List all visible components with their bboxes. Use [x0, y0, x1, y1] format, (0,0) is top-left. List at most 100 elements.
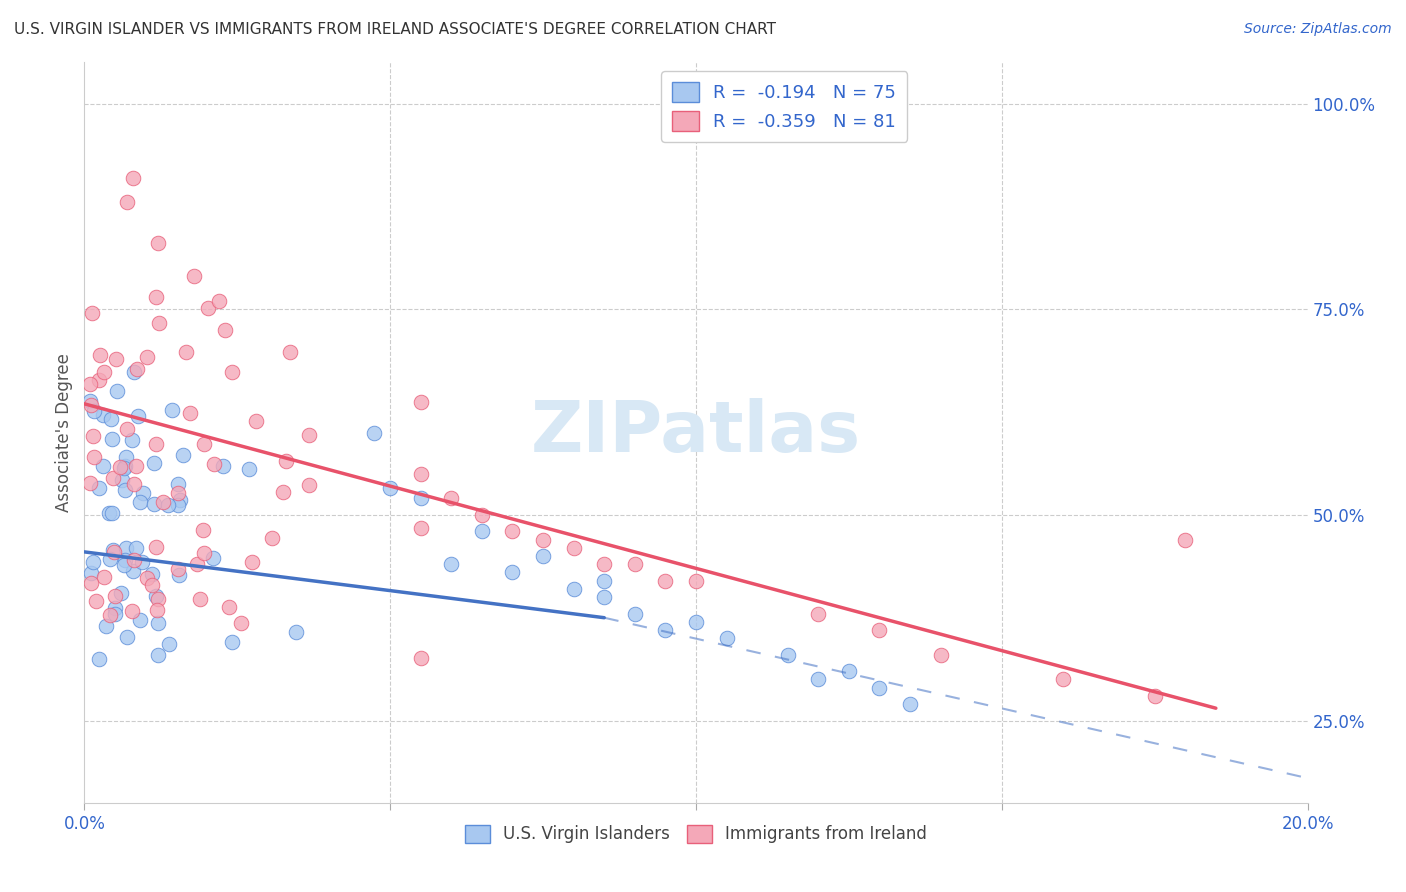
Point — [188, 591, 211, 606]
Point — [136, 571, 159, 585]
Point — [929, 648, 952, 662]
Point — [212, 459, 235, 474]
Point — [94, 618, 117, 632]
Point — [98, 507, 121, 521]
Point — [685, 615, 707, 629]
Point — [152, 494, 174, 508]
Point — [114, 483, 136, 497]
Point — [104, 352, 127, 367]
Point — [124, 365, 146, 379]
Point — [129, 613, 152, 627]
Point — [87, 481, 110, 495]
Point — [93, 408, 115, 422]
Point — [112, 558, 135, 573]
Point — [531, 533, 554, 547]
Point — [229, 615, 252, 630]
Point — [115, 631, 138, 645]
Point — [112, 461, 135, 475]
Point — [179, 406, 201, 420]
Point — [807, 607, 830, 621]
Point — [93, 569, 115, 583]
Point — [208, 293, 231, 308]
Point — [624, 607, 647, 621]
Point — [298, 428, 321, 442]
Point — [148, 615, 170, 630]
Point — [221, 634, 243, 648]
Point — [141, 577, 163, 591]
Point — [132, 486, 155, 500]
Point — [148, 591, 170, 606]
Point — [169, 492, 191, 507]
Point — [409, 467, 432, 481]
Point — [654, 623, 676, 637]
Y-axis label: Associate's Degree: Associate's Degree — [55, 353, 73, 512]
Point — [125, 362, 148, 376]
Point — [624, 558, 647, 572]
Point — [869, 681, 891, 695]
Point — [124, 541, 146, 556]
Point — [240, 555, 263, 569]
Point — [101, 432, 124, 446]
Point — [285, 625, 308, 640]
Point — [145, 541, 167, 555]
Point — [193, 546, 215, 560]
Point — [82, 429, 104, 443]
Point — [79, 476, 101, 491]
Point — [136, 350, 159, 364]
Point — [776, 648, 799, 662]
Point — [121, 604, 143, 618]
Point — [115, 541, 138, 555]
Point — [202, 457, 225, 471]
Point — [685, 574, 707, 588]
Point — [80, 399, 103, 413]
Point — [122, 477, 145, 491]
Point — [1052, 673, 1074, 687]
Point — [122, 170, 145, 185]
Point — [201, 550, 224, 565]
Point — [869, 623, 891, 637]
Point — [110, 586, 132, 600]
Point — [276, 454, 298, 468]
Point — [110, 473, 132, 487]
Point — [79, 394, 101, 409]
Point — [121, 564, 143, 578]
Point — [280, 345, 302, 359]
Point — [127, 409, 149, 423]
Point — [166, 477, 188, 491]
Point — [103, 545, 125, 559]
Point — [298, 477, 321, 491]
Point — [471, 508, 494, 522]
Point — [593, 590, 616, 604]
Point — [91, 458, 114, 473]
Point — [146, 236, 169, 251]
Point — [114, 450, 136, 464]
Point — [104, 600, 127, 615]
Point — [176, 344, 198, 359]
Point — [157, 498, 180, 512]
Point — [838, 664, 860, 678]
Point — [93, 365, 115, 379]
Point — [145, 290, 167, 304]
Point — [1143, 689, 1166, 703]
Point — [103, 471, 125, 485]
Point — [186, 557, 208, 571]
Point — [146, 603, 169, 617]
Point — [101, 506, 124, 520]
Point — [89, 348, 111, 362]
Point — [167, 486, 190, 500]
Point — [214, 323, 236, 337]
Point — [409, 521, 432, 535]
Point — [105, 384, 128, 399]
Point — [80, 576, 103, 591]
Point — [409, 491, 432, 506]
Point — [238, 462, 260, 476]
Point — [114, 458, 136, 473]
Point — [146, 648, 169, 662]
Point — [83, 403, 105, 417]
Point — [157, 637, 180, 651]
Point — [82, 555, 104, 569]
Point — [145, 590, 167, 604]
Point — [245, 414, 267, 428]
Point — [380, 481, 402, 495]
Point — [104, 607, 127, 622]
